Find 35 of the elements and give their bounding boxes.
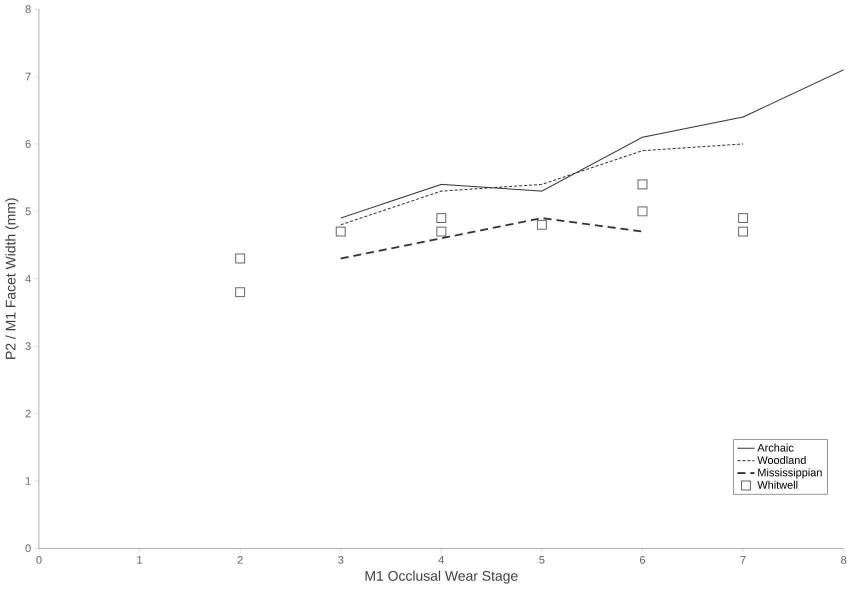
point <box>336 226 346 237</box>
x-tick-label: 7 <box>740 556 746 564</box>
y-tick-label: 8 <box>26 5 31 14</box>
point <box>436 226 446 237</box>
line-series <box>340 217 644 260</box>
y-tick-label: 1 <box>26 477 31 485</box>
point <box>738 213 748 224</box>
legend-label: Mississippian <box>758 468 822 479</box>
point <box>536 220 547 230</box>
y-tick-label: 3 <box>26 342 31 350</box>
y-tick-label: 6 <box>26 140 31 148</box>
y-tick-label: 5 <box>26 208 31 216</box>
point <box>436 213 446 224</box>
legend-label: Archaic <box>757 444 794 452</box>
x-tick-label: 6 <box>640 556 646 564</box>
x-tick-label: 0 <box>36 556 42 564</box>
point <box>235 254 246 264</box>
point <box>738 226 748 237</box>
x-tick-label: 2 <box>238 556 243 564</box>
y-tick-label: 0 <box>26 544 31 552</box>
legend-label: Whitwell <box>757 480 798 489</box>
x-tick-label: 4 <box>438 556 444 564</box>
point <box>638 206 648 216</box>
x-axis-title: M1 Occlusal Wear Stage <box>366 570 518 584</box>
x-tick-label: 3 <box>338 556 344 564</box>
x-tick-label: 5 <box>539 556 544 564</box>
point <box>235 287 246 298</box>
x-tick-label: 1 <box>137 556 142 564</box>
legend-label: Woodland <box>757 456 806 464</box>
y-tick-label: 7 <box>26 72 31 80</box>
y-tick-label: 2 <box>26 410 31 418</box>
point <box>638 179 648 190</box>
y-tick-label: 4 <box>25 275 31 283</box>
x-tick-label: 8 <box>841 556 846 564</box>
y-axis-title: P2 / M1 Facet Width (mm) <box>5 198 18 359</box>
